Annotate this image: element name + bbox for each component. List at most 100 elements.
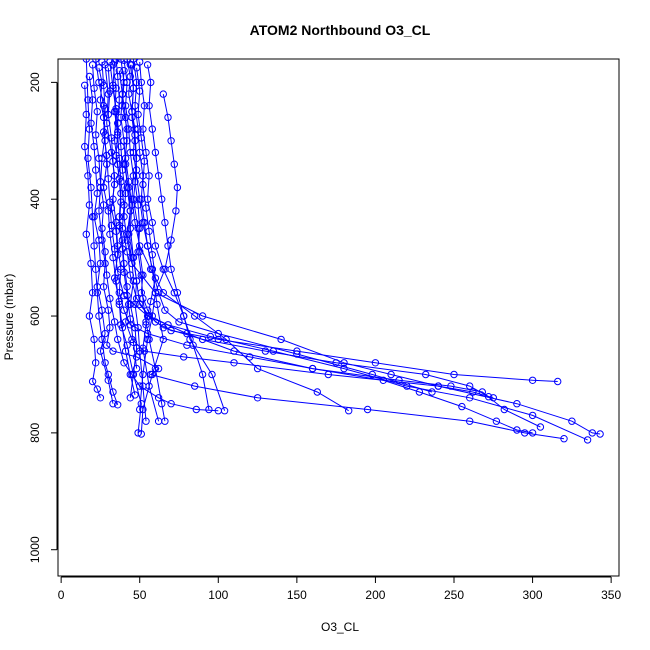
data-point bbox=[134, 429, 142, 437]
data-point bbox=[269, 347, 277, 355]
y-tick-label: 200 bbox=[28, 72, 42, 92]
data-point bbox=[120, 306, 128, 314]
data-point bbox=[110, 59, 119, 66]
data-point bbox=[123, 291, 131, 300]
data-point bbox=[173, 183, 182, 192]
data-point bbox=[158, 195, 166, 203]
data-point bbox=[214, 407, 223, 415]
data-point bbox=[115, 67, 124, 75]
series-line bbox=[112, 61, 138, 369]
data-point bbox=[88, 377, 97, 386]
data-point bbox=[198, 335, 207, 344]
data-point bbox=[123, 59, 131, 63]
data-point bbox=[123, 230, 131, 239]
data-point bbox=[137, 430, 146, 438]
series-line bbox=[98, 67, 136, 396]
data-point bbox=[167, 137, 175, 145]
data-point bbox=[137, 271, 146, 279]
data-point bbox=[90, 242, 98, 250]
data-point bbox=[88, 96, 97, 104]
data-point bbox=[93, 107, 102, 116]
data-point bbox=[110, 180, 119, 189]
data-point bbox=[92, 359, 100, 367]
data-point bbox=[148, 312, 157, 320]
data-point bbox=[489, 394, 497, 402]
data-point bbox=[118, 236, 127, 244]
data-point bbox=[98, 224, 106, 233]
data-point bbox=[308, 364, 317, 373]
data-point bbox=[115, 221, 124, 230]
data-point bbox=[387, 370, 395, 379]
data-point bbox=[277, 335, 285, 344]
data-point bbox=[536, 423, 545, 431]
data-point bbox=[95, 64, 103, 72]
data-point bbox=[434, 382, 442, 390]
data-point bbox=[340, 359, 348, 367]
data-point bbox=[167, 236, 175, 244]
series-15 bbox=[82, 59, 122, 409]
data-point bbox=[101, 137, 109, 145]
data-point bbox=[180, 312, 188, 320]
data-point bbox=[81, 142, 89, 151]
series-line bbox=[101, 61, 533, 434]
series-line bbox=[136, 67, 160, 422]
data-point bbox=[132, 154, 141, 163]
data-point bbox=[198, 370, 207, 379]
data-point bbox=[205, 405, 213, 414]
data-point bbox=[458, 402, 466, 411]
data-point bbox=[167, 400, 175, 408]
data-point bbox=[114, 335, 122, 344]
y-tick-label: 1000 bbox=[28, 536, 42, 563]
data-point bbox=[206, 332, 215, 341]
x-tick-label: 200 bbox=[365, 588, 385, 602]
data-point bbox=[484, 393, 493, 401]
data-point bbox=[101, 329, 109, 338]
data-point bbox=[96, 96, 105, 104]
data-point bbox=[136, 300, 144, 309]
data-point bbox=[90, 335, 98, 344]
data-point bbox=[363, 405, 372, 414]
data-point bbox=[103, 271, 111, 279]
data-point bbox=[118, 324, 127, 332]
data-point bbox=[170, 160, 179, 168]
data-point bbox=[98, 335, 106, 344]
data-point bbox=[109, 388, 117, 396]
data-point bbox=[109, 253, 117, 262]
data-point bbox=[99, 128, 108, 136]
series-line bbox=[88, 76, 114, 404]
chart-title: ATOM2 Northbound O3_CL bbox=[250, 22, 431, 38]
data-point bbox=[145, 382, 153, 390]
y-axis-label: Pressure (mbar) bbox=[2, 274, 16, 361]
data-point bbox=[85, 201, 94, 209]
data-point bbox=[92, 166, 100, 174]
data-point bbox=[142, 417, 150, 425]
series-20 bbox=[81, 81, 105, 402]
data-point bbox=[528, 429, 537, 437]
data-point bbox=[126, 207, 135, 215]
series-line bbox=[85, 59, 119, 405]
data-point bbox=[90, 213, 98, 221]
data-point bbox=[98, 78, 106, 87]
data-point bbox=[492, 417, 501, 425]
data-point bbox=[117, 113, 125, 122]
data-point bbox=[95, 154, 103, 163]
data-point bbox=[403, 382, 411, 390]
data-point bbox=[131, 178, 139, 186]
data-point bbox=[82, 59, 90, 63]
data-point bbox=[93, 385, 102, 393]
y-tick-label: 800 bbox=[28, 423, 42, 443]
data-point bbox=[159, 90, 168, 98]
data-point bbox=[466, 382, 474, 390]
data-point bbox=[198, 312, 207, 320]
data-point bbox=[134, 201, 142, 209]
data-point bbox=[87, 119, 95, 128]
data-point bbox=[121, 113, 130, 122]
data-point bbox=[104, 64, 113, 72]
data-point bbox=[92, 265, 100, 273]
data-point bbox=[158, 400, 166, 408]
data-point bbox=[132, 344, 141, 352]
data-point bbox=[84, 154, 92, 163]
data-point bbox=[110, 318, 119, 326]
series-16 bbox=[136, 90, 182, 414]
